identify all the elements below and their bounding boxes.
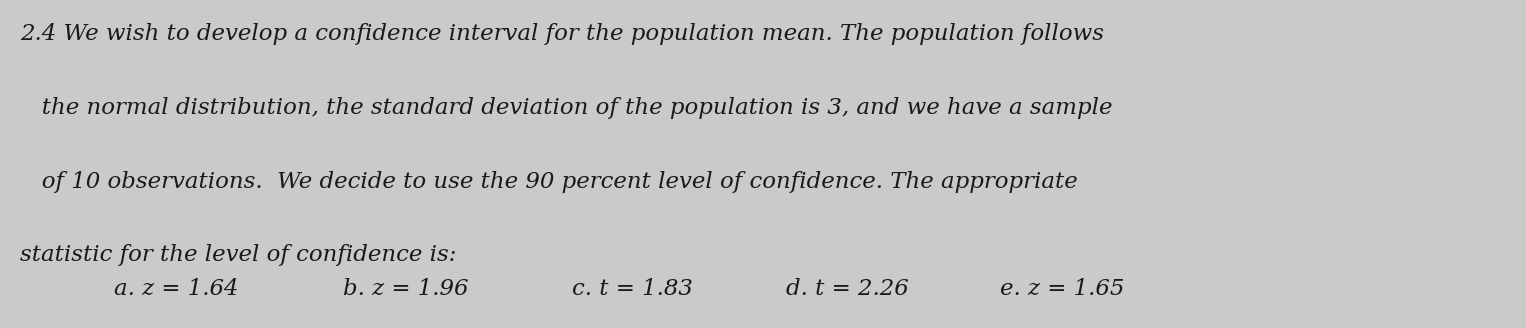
Text: c. t = 1.83: c. t = 1.83 [572, 277, 693, 300]
Text: e. z = 1.65: e. z = 1.65 [1000, 277, 1125, 300]
Text: 2.4 We wish to develop a confidence interval for the population mean. The popula: 2.4 We wish to develop a confidence inte… [20, 23, 1103, 45]
Text: d. t = 2.26: d. t = 2.26 [786, 277, 908, 300]
Text: b. z = 1.96: b. z = 1.96 [343, 277, 468, 300]
Text: a. z = 1.64: a. z = 1.64 [114, 277, 240, 300]
Text: of 10 observations.  We decide to use the 90 percent level of confidence. The ap: of 10 observations. We decide to use the… [20, 171, 1077, 193]
Text: statistic for the level of confidence is:: statistic for the level of confidence is… [20, 244, 456, 266]
Text: the normal distribution, the standard deviation of the population is 3, and we h: the normal distribution, the standard de… [20, 97, 1112, 119]
